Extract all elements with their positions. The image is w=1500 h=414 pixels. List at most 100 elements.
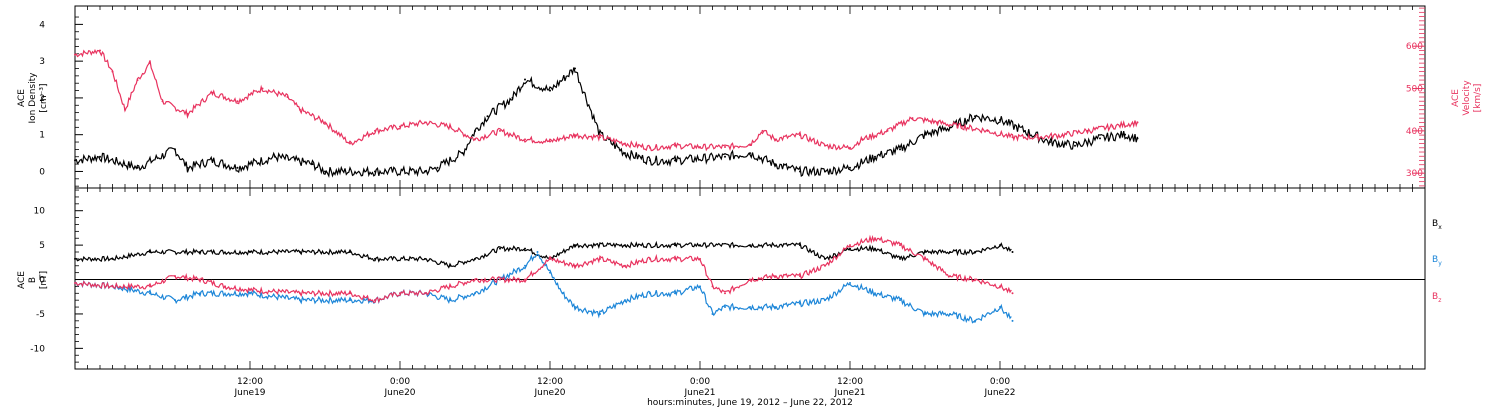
velocity-series-point	[149, 62, 151, 65]
top-ylabel-left-line2: Ion Density	[28, 72, 38, 124]
x-tick-date-label: June21	[683, 388, 715, 398]
density-series-point	[1024, 130, 1026, 133]
by-series-point	[824, 299, 826, 302]
by-series-point	[711, 312, 714, 315]
velocity-series-point	[374, 129, 376, 132]
legend-by-sub: y	[1438, 260, 1442, 267]
bx-series-point	[999, 244, 1001, 247]
velocity-series-point	[574, 134, 576, 137]
bx-series-point	[974, 251, 976, 254]
by-series-point	[624, 299, 626, 302]
bottom-left-tick-label: 10	[34, 207, 46, 217]
density-series-point	[236, 166, 239, 169]
bx-series-point	[799, 244, 801, 247]
top-left-tick-label: 3	[39, 57, 45, 67]
bz-series-point	[424, 292, 426, 295]
x-tick-time-label: 12:00	[237, 377, 263, 387]
velocity-series-point	[761, 129, 764, 132]
bz-series-point	[774, 275, 776, 278]
velocity-series-point	[824, 144, 826, 147]
velocity-series-point	[624, 142, 626, 145]
density-series-point	[274, 155, 276, 158]
bz-series-point	[574, 264, 576, 267]
bx-series-point	[874, 247, 876, 250]
velocity-series-point	[186, 112, 189, 115]
velocity-series-point	[124, 108, 126, 111]
by-series-point	[799, 302, 801, 305]
top-left-tick-label: 1	[39, 131, 45, 141]
x-tick-time-label: 12:00	[837, 377, 863, 387]
bz-series-point	[974, 278, 976, 281]
bottom-left-tick-label: 5	[39, 241, 45, 251]
bz-series-point	[724, 292, 726, 295]
top-right-tick-label: 600	[1406, 42, 1423, 52]
top-ylabel-right-line2: Velocity	[1462, 80, 1472, 116]
by-series-point	[149, 292, 151, 295]
x-tick-date-label: June19	[233, 388, 265, 398]
density-series-point	[74, 159, 76, 162]
bx-series-point	[499, 247, 501, 250]
density-series-point	[374, 170, 376, 173]
bx-series-point	[249, 251, 251, 254]
bz-series-point	[674, 257, 676, 260]
bx-series-point	[111, 257, 114, 260]
density-series-point	[136, 166, 139, 169]
density-series-point	[749, 152, 751, 155]
bottom-ylabel-left-line2: B	[28, 277, 38, 283]
velocity-series-point	[136, 79, 139, 82]
bx-series-point	[899, 257, 901, 260]
velocity-series-point	[936, 121, 939, 124]
velocity-series-point	[774, 138, 776, 141]
bz-series-point	[174, 275, 176, 278]
bx-series-point	[424, 257, 426, 260]
density-series-point	[924, 133, 926, 136]
density-series-point	[474, 130, 476, 133]
bx-series-point	[949, 251, 951, 254]
velocity-series-point	[236, 100, 239, 103]
velocity-series-point	[111, 70, 114, 73]
bx-series-point	[374, 257, 376, 260]
density-series-point	[774, 163, 776, 166]
legend-bz-sub: z	[1438, 297, 1441, 304]
bx-series-point	[824, 257, 826, 260]
bz-series-point	[899, 244, 901, 247]
velocity-series-point	[449, 125, 451, 128]
by-series-point	[724, 306, 726, 309]
by-series-point	[1011, 319, 1014, 322]
density-series	[74, 67, 1139, 178]
velocity-series-point	[749, 143, 751, 146]
legend-bx: Bx	[1432, 219, 1442, 231]
top-left-tick-label: 2	[39, 94, 45, 104]
by-series-point	[899, 299, 901, 302]
velocity-series-point	[499, 129, 501, 132]
bz-series-point	[111, 285, 114, 288]
legend-bx-sub: x	[1438, 224, 1442, 231]
bz-series-point	[749, 278, 751, 281]
bz-series-point	[499, 278, 501, 281]
bz-series-point	[374, 299, 376, 302]
bottom-ylabel-left-line1: ACE	[17, 271, 27, 289]
bz-series-point	[649, 257, 651, 260]
legend-bx-label: B	[1432, 219, 1438, 229]
by-series-point	[449, 299, 451, 302]
x-tick-date-label: June21	[833, 388, 865, 398]
velocity-series-point	[599, 136, 601, 139]
bz-series-point	[449, 285, 451, 288]
density-series-point	[1049, 141, 1051, 144]
by-series-point	[924, 312, 926, 315]
bz-series-point	[474, 278, 476, 281]
density-series-point	[524, 78, 526, 81]
top-right-tick-label: 400	[1406, 127, 1423, 137]
by-series-point	[749, 306, 751, 309]
velocity-series-point	[211, 91, 214, 94]
bx-series-point	[524, 247, 526, 250]
by-series-point	[249, 292, 251, 295]
bz-series-point	[824, 264, 826, 267]
velocity-series-point	[724, 145, 726, 148]
bz-series-point	[349, 292, 351, 295]
bx-series-point	[149, 251, 151, 254]
by-series-point	[849, 281, 851, 284]
velocity-series-point	[99, 49, 101, 52]
